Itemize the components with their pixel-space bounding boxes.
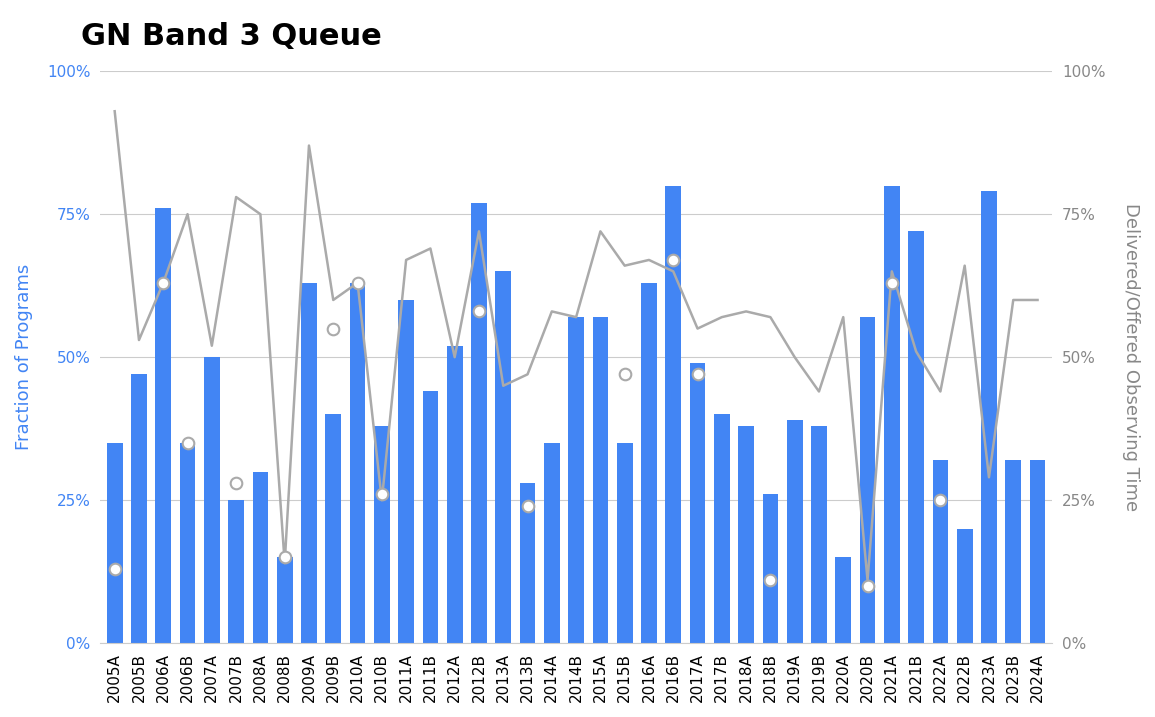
Bar bbox=[423, 391, 438, 643]
Bar bbox=[180, 443, 195, 643]
Point bbox=[688, 369, 707, 380]
Point bbox=[519, 500, 537, 512]
Bar bbox=[762, 495, 778, 643]
Bar bbox=[253, 472, 268, 643]
Bar bbox=[787, 420, 803, 643]
Bar bbox=[738, 426, 754, 643]
Bar bbox=[204, 357, 219, 643]
Bar bbox=[544, 443, 560, 643]
Point bbox=[470, 305, 489, 317]
Bar bbox=[326, 414, 341, 643]
Bar bbox=[131, 374, 147, 643]
Bar bbox=[617, 443, 633, 643]
Bar bbox=[714, 414, 730, 643]
Point bbox=[882, 277, 901, 288]
Bar bbox=[835, 557, 851, 643]
Bar bbox=[1005, 460, 1021, 643]
Point bbox=[616, 369, 634, 380]
Bar bbox=[908, 232, 924, 643]
Point bbox=[761, 574, 780, 586]
Bar bbox=[520, 483, 536, 643]
Bar bbox=[447, 346, 462, 643]
Point bbox=[178, 437, 196, 449]
Bar bbox=[593, 317, 609, 643]
Bar bbox=[956, 528, 973, 643]
Bar bbox=[859, 317, 875, 643]
Bar bbox=[932, 460, 948, 643]
Bar bbox=[665, 186, 681, 643]
Bar bbox=[1029, 460, 1045, 643]
Bar bbox=[156, 209, 171, 643]
Point bbox=[275, 551, 293, 563]
Point bbox=[325, 323, 343, 334]
Point bbox=[931, 495, 949, 506]
Bar bbox=[229, 500, 244, 643]
Bar bbox=[471, 203, 487, 643]
Point bbox=[105, 563, 124, 574]
Bar bbox=[811, 426, 827, 643]
Point bbox=[226, 478, 245, 489]
Y-axis label: Delivered/Offered Observing Time: Delivered/Offered Observing Time bbox=[1122, 203, 1140, 511]
Point bbox=[858, 580, 877, 592]
Bar bbox=[374, 426, 389, 643]
Point bbox=[664, 255, 683, 266]
Y-axis label: Fraction of Programs: Fraction of Programs bbox=[15, 264, 33, 450]
Bar bbox=[568, 317, 584, 643]
Bar bbox=[495, 271, 512, 643]
Bar bbox=[884, 186, 900, 643]
Bar bbox=[981, 191, 997, 643]
Bar bbox=[690, 363, 706, 643]
Bar bbox=[350, 282, 365, 643]
Bar bbox=[641, 282, 657, 643]
Bar bbox=[398, 300, 413, 643]
Point bbox=[373, 489, 392, 500]
Bar bbox=[301, 282, 316, 643]
Bar bbox=[106, 443, 122, 643]
Point bbox=[154, 277, 172, 288]
Text: GN Band 3 Queue: GN Band 3 Queue bbox=[81, 22, 381, 50]
Point bbox=[349, 277, 367, 288]
Bar bbox=[277, 557, 292, 643]
